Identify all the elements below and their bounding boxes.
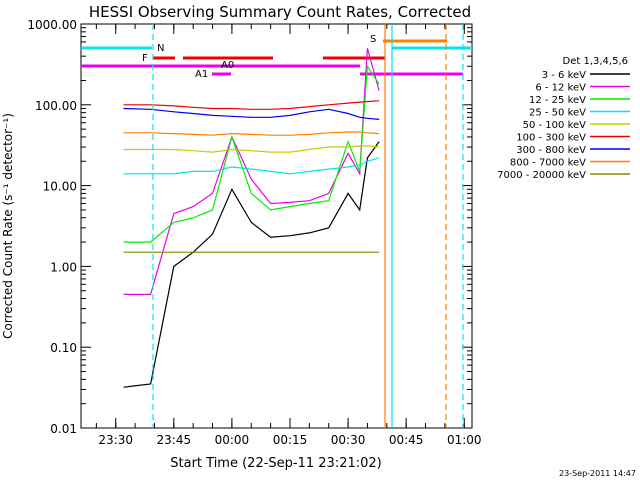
y-tick-label: 10.00 [43, 180, 77, 194]
series-line-4 [123, 145, 380, 153]
flag-label-f: F [142, 53, 148, 64]
vertical-markers [152, 24, 464, 428]
x-tick-label: 00:45 [389, 433, 424, 447]
x-tick-label: 00:30 [331, 433, 366, 447]
legend-title: Det 1,3,4,5,6 [563, 56, 628, 67]
y-tick-label: 100.00 [35, 99, 77, 113]
plot-frame [80, 23, 473, 429]
x-tick-label: 00:00 [215, 433, 250, 447]
x-tick-label: 23:45 [157, 433, 192, 447]
timestamp: 23-Sep-2011 14:47 [559, 469, 636, 478]
y-tick-label: 1.00 [50, 260, 77, 274]
series-line-5 [123, 100, 380, 110]
series-line-0 [123, 141, 380, 388]
series-line-6 [123, 107, 380, 120]
y-axis: 1000.00 100.00 10.00 1.00 0.10 0.01 [27, 18, 472, 436]
series-lines [123, 48, 380, 388]
legend-label-1: 6 - 12 keV [535, 83, 586, 94]
flag-label-n: N [157, 43, 164, 54]
y-tick-label: 0.10 [50, 341, 77, 355]
series-line-3 [123, 157, 380, 175]
legend-label-5: 100 - 300 keV [516, 133, 586, 144]
x-tick-label: 00:15 [273, 433, 308, 447]
legend-label-2: 12 - 25 keV [529, 95, 586, 106]
x-axis-label: Start Time (22-Sep-11 23:21:02) [170, 456, 381, 471]
series-line-7 [123, 131, 380, 136]
series-line-2 [123, 64, 380, 243]
legend-label-4: 50 - 100 keV [523, 120, 587, 131]
series-line-1 [123, 48, 380, 295]
x-tick-label: 23:30 [98, 433, 133, 447]
legend-label-6: 300 - 800 keV [516, 145, 586, 156]
flag-bars: NF A0 A1 S [81, 34, 472, 80]
legend-label-0: 3 - 6 keV [542, 70, 586, 81]
legend-label-3: 25 - 50 keV [529, 108, 586, 119]
legend-label-8: 7000 - 20000 keV [497, 170, 586, 181]
flag-label-a0: A0 [221, 60, 234, 71]
x-axis: 23:30 23:45 00:00 00:15 00:30 00:45 01:00 [95, 24, 482, 447]
y-tick-label: 0.01 [50, 422, 77, 436]
y-tick-label: 1000.00 [27, 18, 77, 32]
flag-label-a1: A1 [195, 69, 208, 80]
y-axis-label: Corrected Count Rate (s⁻¹ detector⁻¹) [1, 113, 15, 339]
legend-label-7: 800 - 7000 keV [510, 158, 586, 169]
flag-label-s: S [370, 34, 376, 45]
x-tick-label: 01:00 [447, 433, 482, 447]
chart-title: HESSI Observing Summary Count Rates, Cor… [89, 3, 471, 21]
